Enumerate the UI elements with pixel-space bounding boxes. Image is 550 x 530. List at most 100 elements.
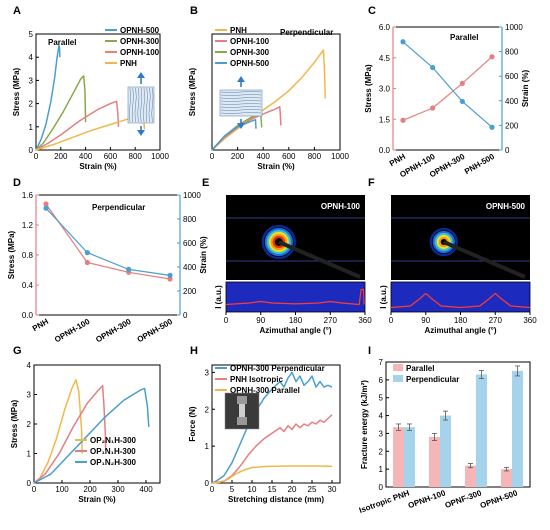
data-point-D — [167, 272, 173, 278]
sample-label-F: OPNH-500 — [486, 202, 526, 211]
series-line-D-1 — [45, 207, 171, 276]
x-tick-label-F: 360 — [523, 316, 537, 325]
legend-label-H: OPNH-300 Perpendicular — [230, 364, 325, 373]
x-tick-label-A: 800 — [129, 152, 143, 161]
x-axis-label-A: Strain (%) — [79, 162, 117, 171]
x-axis-label-G: Strain (%) — [78, 495, 116, 504]
y2-tick-label-C: 1000 — [505, 23, 523, 32]
x-tick-label-E: 180 — [289, 316, 303, 325]
legend-label-A: OPNH-500 — [120, 26, 160, 35]
legend-swatch-I — [393, 364, 403, 371]
legend-label-H: PNH Isotropic — [230, 375, 283, 384]
inset-photo-H — [224, 392, 260, 430]
y2-tick-label-D: 200 — [183, 287, 197, 296]
inset-fiber-A — [143, 87, 145, 123]
x-tick-label-A: 1000 — [151, 152, 169, 161]
series-line-B-1 — [211, 106, 282, 151]
data-point-D — [43, 201, 49, 207]
plot-frame-B — [211, 33, 341, 151]
y-tick-label-G: 1 — [27, 450, 32, 459]
y2-tick-label-D: 600 — [183, 239, 197, 248]
panel-letter-E: E — [202, 177, 209, 189]
y-axis-label-I: Fracture energy (kJ/m²) — [360, 380, 369, 469]
legend-label-I: Parallel — [406, 364, 434, 373]
x-tick-label-E: 270 — [324, 316, 338, 325]
y-tick-label-G: 4 — [27, 361, 32, 370]
inset-fiber-A — [148, 87, 151, 123]
annotation-B: Perpendicular — [280, 28, 333, 37]
diffraction-ring-F — [429, 227, 458, 257]
series-line-A-0 — [35, 44, 61, 151]
saxs-image-F — [391, 195, 530, 280]
y2-tick-label-C: 400 — [505, 97, 519, 106]
clamp-bottom-H — [237, 417, 247, 425]
category-label-I: OPNF-300 — [444, 488, 484, 510]
y-tick-label-H: 2 — [205, 405, 210, 414]
legend-label-H: OPNH-300 Parallel — [230, 386, 300, 395]
panel-letter-B: B — [190, 5, 198, 17]
series-line-A-2 — [35, 100, 120, 151]
data-point-C — [400, 39, 406, 45]
bar-parallel — [393, 427, 404, 487]
series-line-B-3 — [211, 118, 257, 151]
legend-label-B: PNH — [230, 26, 247, 35]
panel-letter-H: H — [190, 345, 198, 357]
data-point-C — [489, 124, 495, 130]
y-tick-label-G: 2 — [27, 420, 32, 429]
x-tick-label-B: 200 — [231, 152, 245, 161]
diffraction-ring-F — [434, 232, 453, 252]
y-tick-label-I: 2 — [379, 447, 384, 456]
data-point-C — [489, 54, 495, 60]
plot-frame-A — [35, 33, 161, 151]
arrowhead-up-B — [237, 76, 245, 82]
panel-letter-I: I — [368, 345, 371, 357]
panel-letter-D: D — [13, 177, 21, 189]
inset-fiber-B — [220, 91, 262, 93]
beamstop-arm-E — [278, 240, 361, 279]
panel-letter-A: A — [13, 5, 21, 17]
bar-parallel — [501, 469, 512, 487]
y-tick-label-C: 1.5 — [379, 115, 391, 124]
arrowhead-down-B — [237, 123, 245, 129]
diffraction-ring-E — [261, 224, 296, 260]
x-tick-label-H: 25 — [308, 485, 317, 494]
x-tick-label-B: 400 — [257, 152, 271, 161]
y-tick-label-C: 0.0 — [379, 146, 391, 155]
y-tick-label-A: 0 — [29, 146, 34, 155]
inset-fiber-A — [134, 87, 137, 123]
category-label-I: Isotropic PNH — [358, 488, 411, 515]
plot-frame-H — [211, 364, 341, 484]
annotation-A: Parallel — [48, 38, 76, 47]
y-tick-label-H: 0 — [205, 479, 210, 488]
x-tick-label-G: 200 — [83, 485, 97, 494]
y-tick-label-I: 7 — [379, 358, 384, 367]
diffraction-ring-E — [264, 227, 293, 257]
x-tick-label-H: 0 — [210, 485, 215, 494]
y-tick-label-C: 3.0 — [379, 85, 391, 94]
y-tick-label-I: 1 — [379, 465, 384, 474]
beamstop-arm-F — [443, 240, 526, 279]
y-axis-label-H: Force (N) — [188, 406, 197, 441]
data-point-D — [84, 250, 90, 256]
y-tick-label-D: 0.0 — [22, 311, 34, 320]
x-tick-label-F: 270 — [489, 316, 503, 325]
x-tick-label-G: 300 — [111, 485, 125, 494]
legend-label-A: OPNH-100 — [120, 48, 160, 57]
y-tick-label-I: 6 — [379, 376, 384, 385]
y-tick-label-A: 2 — [29, 100, 34, 109]
series-line-B-0 — [211, 49, 327, 151]
x-tick-label-H: 10 — [248, 485, 257, 494]
inset-fiber-B — [220, 97, 262, 99]
y-tick-label-A: 3 — [29, 76, 34, 85]
inset-structure-B — [219, 76, 263, 129]
y2-tick-label-C: 0 — [505, 146, 510, 155]
legend-swatch-I — [393, 375, 403, 382]
intensity-plot-E — [225, 281, 366, 313]
sample-label-E: OPNH-100 — [321, 202, 361, 211]
x-tick-label-A: 600 — [104, 152, 118, 161]
bar-parallel — [465, 465, 476, 487]
inset-fiber-A — [137, 87, 140, 123]
y-tick-label-H: 1 — [205, 442, 210, 451]
y-tick-label-G: 0 — [27, 479, 32, 488]
